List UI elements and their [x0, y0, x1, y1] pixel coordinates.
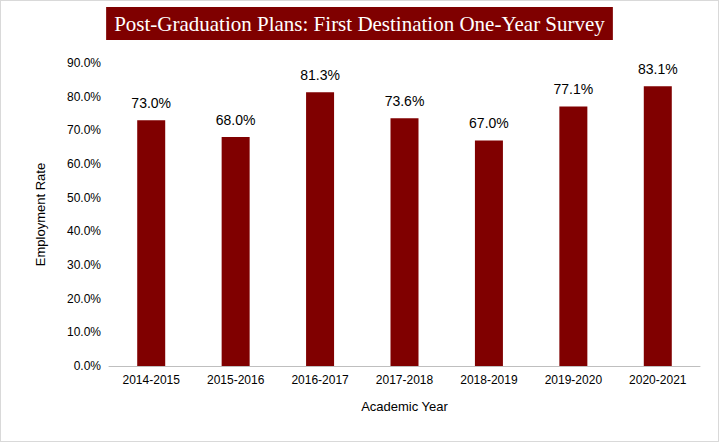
svg-text:2018-2019: 2018-2019 [460, 373, 518, 387]
svg-text:20.0%: 20.0% [67, 292, 101, 306]
svg-text:2015-2016: 2015-2016 [207, 373, 265, 387]
svg-text:10.0%: 10.0% [67, 325, 101, 339]
svg-text:60.0%: 60.0% [67, 157, 101, 171]
svg-text:2016-2017: 2016-2017 [291, 373, 349, 387]
svg-text:73.6%: 73.6% [385, 93, 425, 109]
svg-text:40.0%: 40.0% [67, 224, 101, 238]
svg-text:80.0%: 80.0% [67, 90, 101, 104]
svg-text:77.1%: 77.1% [554, 81, 594, 97]
svg-text:67.0%: 67.0% [469, 115, 509, 131]
svg-text:2017-2018: 2017-2018 [376, 373, 434, 387]
svg-text:50.0%: 50.0% [67, 191, 101, 205]
svg-text:70.0%: 70.0% [67, 123, 101, 137]
svg-text:81.3%: 81.3% [300, 67, 340, 83]
svg-text:68.0%: 68.0% [216, 112, 256, 128]
svg-text:73.0%: 73.0% [131, 95, 171, 111]
svg-text:Post-Graduation Plans: First D: Post-Graduation Plans: First Destination… [114, 12, 605, 36]
svg-text:Academic Year: Academic Year [361, 399, 448, 414]
svg-text:Employment Rate: Employment Rate [33, 163, 48, 266]
svg-text:2019-2020: 2019-2020 [545, 373, 603, 387]
svg-text:90.0%: 90.0% [67, 56, 101, 70]
svg-text:0.0%: 0.0% [74, 359, 102, 373]
svg-text:2020-2021: 2020-2021 [629, 373, 687, 387]
svg-text:2014-2015: 2014-2015 [123, 373, 181, 387]
svg-text:30.0%: 30.0% [67, 258, 101, 272]
svg-text:83.1%: 83.1% [638, 61, 678, 77]
